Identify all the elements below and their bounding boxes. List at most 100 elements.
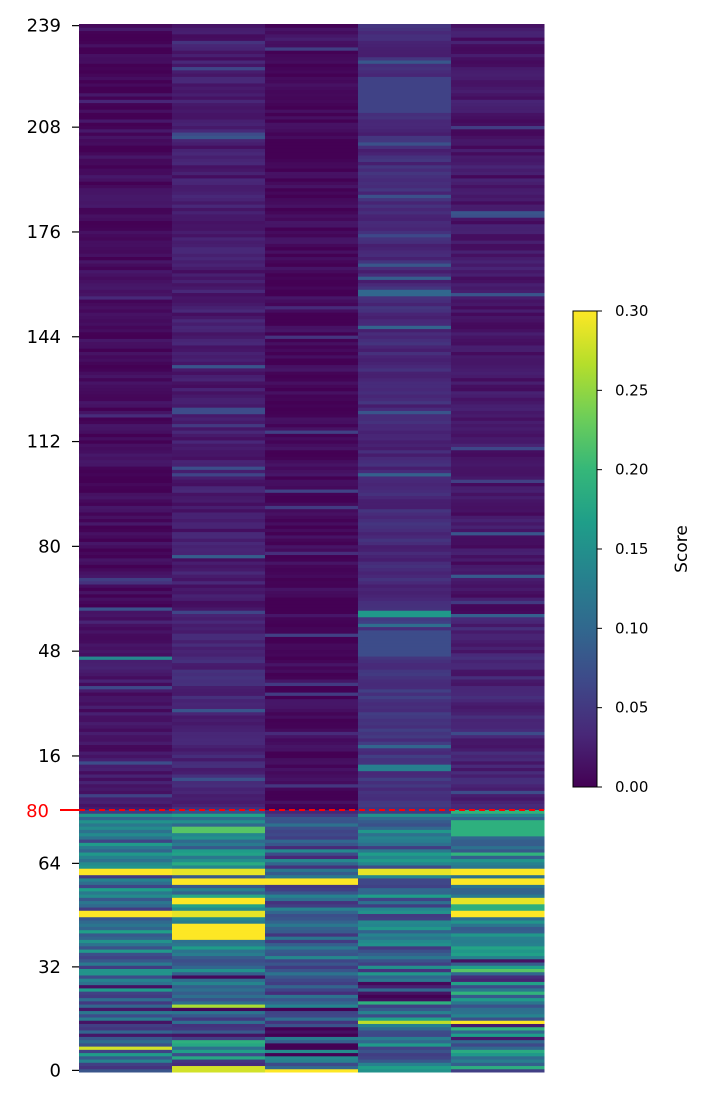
- heatmap-cell: [358, 810, 452, 814]
- y-tick-label: 239: [27, 16, 61, 37]
- heatmap-cell: [172, 541, 266, 546]
- heatmap-cell: [358, 73, 452, 77]
- heatmap-cell: [358, 223, 452, 228]
- heatmap-cell: [358, 344, 452, 349]
- heatmap-cell: [79, 570, 173, 575]
- heatmap-cell: [451, 344, 545, 349]
- heatmap-cell: [358, 207, 452, 212]
- heatmap-cell: [451, 884, 545, 889]
- heatmap-cell: [358, 731, 452, 736]
- heatmap-cell: [265, 495, 359, 500]
- heatmap-cell: [358, 213, 452, 218]
- heatmap-cell: [451, 548, 545, 552]
- heatmap-cell: [451, 302, 545, 307]
- heatmap-cell: [451, 30, 545, 35]
- heatmap-cell: [451, 724, 545, 729]
- heatmap-cell: [172, 682, 266, 687]
- heatmap-cell: [358, 92, 452, 97]
- heatmap-cell: [79, 102, 173, 107]
- heatmap-cell: [79, 620, 173, 624]
- heatmap-cell: [79, 508, 173, 513]
- heatmap-cell: [172, 701, 266, 706]
- heatmap-cell: [172, 737, 266, 742]
- heatmap-cell: [265, 790, 359, 795]
- heatmap-cell: [79, 900, 173, 905]
- heatmap-cell: [79, 358, 173, 362]
- heatmap-cell: [265, 76, 359, 81]
- heatmap-cell: [265, 544, 359, 549]
- heatmap-cell: [358, 764, 452, 768]
- heatmap-cell: [451, 518, 545, 523]
- heatmap-cell: [358, 541, 452, 546]
- heatmap-cell: [358, 331, 452, 336]
- heatmap-cell: [265, 548, 359, 552]
- heatmap-cell: [265, 423, 359, 428]
- heatmap-cell: [358, 30, 452, 35]
- heatmap-cell: [172, 724, 266, 729]
- heatmap-cell: [79, 826, 173, 830]
- heatmap-cell: [79, 919, 173, 924]
- heatmap-cell: [172, 354, 266, 359]
- heatmap-cell: [358, 636, 452, 641]
- heatmap-cell: [265, 289, 359, 294]
- heatmap-cell: [79, 538, 173, 542]
- heatmap-cell: [451, 53, 545, 58]
- y-tick-label: 208: [27, 117, 61, 138]
- heatmap-cell: [265, 675, 359, 680]
- heatmap-cell: [172, 227, 266, 231]
- heatmap-cell: [358, 174, 452, 179]
- heatmap-cell: [79, 852, 173, 856]
- heatmap-cell: [265, 958, 359, 963]
- heatmap-cell: [172, 387, 266, 392]
- heatmap-cell: [358, 50, 452, 54]
- heatmap-cell: [265, 118, 359, 123]
- heatmap-cell: [172, 485, 266, 490]
- heatmap-cell: [172, 864, 266, 869]
- heatmap-cell: [172, 806, 266, 811]
- heatmap-cell: [79, 590, 173, 595]
- heatmap-cell: [79, 122, 173, 127]
- heatmap-cell: [358, 325, 452, 330]
- heatmap-cell: [451, 236, 545, 241]
- heatmap-cell: [172, 236, 266, 241]
- heatmap-cell: [358, 125, 452, 130]
- heatmap-cell: [451, 282, 545, 287]
- heatmap-cell: [265, 829, 359, 834]
- heatmap-cell: [451, 1026, 545, 1031]
- heatmap-cell: [172, 894, 266, 898]
- heatmap-cell: [79, 541, 173, 546]
- heatmap-cell: [358, 27, 452, 32]
- heatmap-cell: [358, 384, 452, 389]
- heatmap-cell: [451, 728, 545, 732]
- heatmap-cell: [79, 1068, 173, 1073]
- heatmap-cell: [265, 1065, 359, 1070]
- heatmap-cell: [172, 118, 266, 123]
- heatmap-cell: [172, 351, 266, 356]
- heatmap-cell: [265, 253, 359, 258]
- heatmap-cell: [79, 430, 173, 434]
- heatmap-cell: [358, 610, 452, 614]
- heatmap-cell: [79, 56, 173, 61]
- heatmap-cell: [172, 593, 266, 598]
- heatmap-cell: [358, 897, 452, 902]
- heatmap-cell: [265, 952, 359, 957]
- heatmap-cell: [358, 322, 452, 326]
- heatmap-cell: [265, 207, 359, 212]
- heatmap-cell: [451, 351, 545, 356]
- heatmap-cell: [265, 223, 359, 228]
- heatmap-cell: [358, 672, 452, 677]
- y-tick-label: 48: [38, 641, 61, 662]
- heatmap-cell: [451, 965, 545, 969]
- heatmap-cell: [79, 845, 173, 850]
- heatmap-cell: [79, 981, 173, 986]
- heatmap-cell: [265, 259, 359, 264]
- heatmap-cell: [358, 439, 452, 444]
- heatmap-cell: [358, 138, 452, 143]
- heatmap-cell: [358, 603, 452, 608]
- heatmap-cell: [358, 417, 452, 421]
- heatmap-cell: [265, 629, 359, 634]
- heatmap-cell: [79, 548, 173, 552]
- heatmap-cell: [172, 233, 266, 238]
- heatmap-cell: [265, 939, 359, 944]
- heatmap-cell: [451, 60, 545, 64]
